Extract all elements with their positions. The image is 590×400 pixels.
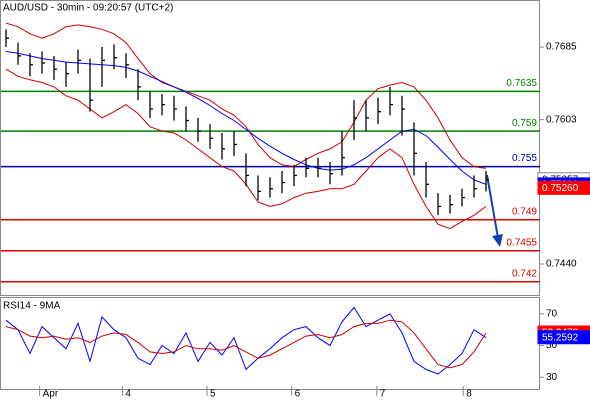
y-tick-label: 0.7440	[546, 259, 577, 270]
x-tick-label: 5	[210, 389, 216, 400]
x-tick-label: 8	[466, 389, 472, 400]
price-tag-label: 0.75260	[542, 183, 579, 194]
forecast-arrow	[486, 174, 499, 239]
level-label: 0.759	[512, 118, 537, 129]
chart-title: AUD/USD - 30min - 09:20:57 (UTC+2)	[3, 3, 173, 14]
x-tick-label: 7	[380, 389, 386, 400]
y-tick-label: 30	[546, 372, 558, 383]
y-tick-label: 0.7685	[546, 42, 577, 53]
chart-title: RSI14 - 9MA	[3, 301, 61, 312]
rsi-line	[5, 306, 487, 375]
moving-average	[5, 51, 487, 185]
level-label: 0.7455	[506, 237, 537, 248]
level-label: 0.7635	[506, 78, 537, 89]
level-label: 0.742	[512, 268, 537, 279]
y-tick-label: 50	[546, 340, 558, 351]
x-tick-label: Apr	[43, 389, 59, 400]
price-tag-label: 55.2592	[542, 332, 579, 343]
price-tag	[537, 330, 590, 345]
price-panel	[0, 0, 540, 296]
arrow-head	[492, 234, 503, 247]
y-tick-label: 70	[546, 309, 558, 320]
price-tag	[537, 180, 590, 195]
level-label: 0.755	[512, 153, 537, 164]
level-label: 0.749	[512, 206, 537, 217]
rsi-line	[5, 319, 487, 369]
x-tick-label: 6	[295, 389, 301, 400]
y-tick-label: 0.7603	[546, 114, 577, 125]
x-tick-label: 4	[125, 389, 131, 400]
upper-band	[5, 22, 487, 169]
rsi-panel	[0, 297, 540, 390]
